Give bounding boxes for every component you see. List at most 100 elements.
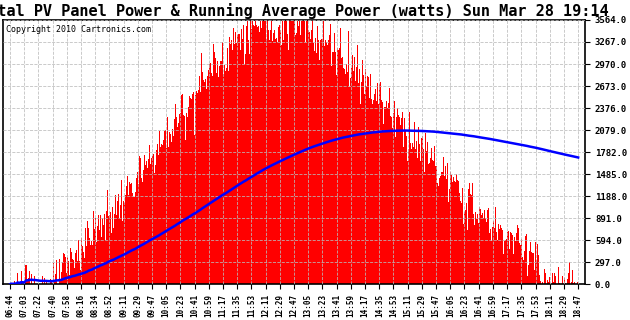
Bar: [332, 52, 333, 284]
Bar: [423, 149, 424, 284]
Bar: [309, 32, 310, 284]
Bar: [432, 160, 433, 284]
Bar: [334, 33, 335, 284]
Bar: [282, 20, 283, 284]
Bar: [425, 132, 426, 284]
Bar: [290, 20, 291, 284]
Bar: [209, 64, 210, 284]
Bar: [505, 238, 507, 284]
Bar: [34, 276, 35, 284]
Bar: [340, 28, 341, 284]
Bar: [345, 74, 346, 284]
Bar: [177, 127, 178, 284]
Bar: [293, 20, 294, 284]
Bar: [483, 218, 484, 284]
Bar: [132, 193, 133, 284]
Bar: [445, 165, 446, 284]
Bar: [336, 48, 338, 284]
Bar: [389, 88, 390, 284]
Bar: [206, 89, 207, 284]
Bar: [494, 228, 495, 284]
Bar: [491, 241, 492, 284]
Bar: [413, 138, 415, 284]
Bar: [222, 42, 223, 284]
Bar: [365, 69, 366, 284]
Bar: [100, 235, 101, 284]
Bar: [162, 145, 163, 284]
Bar: [348, 31, 349, 284]
Bar: [261, 28, 262, 284]
Bar: [108, 216, 109, 284]
Bar: [248, 40, 249, 284]
Bar: [447, 164, 448, 284]
Bar: [111, 233, 112, 284]
Bar: [171, 129, 173, 284]
Bar: [28, 278, 30, 284]
Bar: [253, 25, 254, 284]
Bar: [569, 261, 570, 284]
Bar: [186, 117, 188, 284]
Bar: [474, 225, 475, 284]
Bar: [564, 278, 565, 284]
Bar: [42, 276, 43, 284]
Bar: [567, 279, 568, 284]
Bar: [335, 52, 336, 284]
Bar: [482, 212, 483, 284]
Bar: [202, 72, 203, 284]
Bar: [449, 188, 450, 284]
Bar: [507, 232, 508, 284]
Title: Total PV Panel Power & Running Average Power (watts) Sun Mar 28 19:14: Total PV Panel Power & Running Average P…: [0, 3, 609, 19]
Bar: [387, 108, 388, 284]
Bar: [146, 161, 147, 284]
Bar: [215, 58, 216, 284]
Bar: [244, 54, 246, 284]
Bar: [514, 236, 515, 284]
Bar: [318, 40, 319, 284]
Bar: [140, 158, 141, 284]
Bar: [419, 144, 420, 284]
Bar: [50, 279, 51, 284]
Bar: [10, 283, 11, 284]
Bar: [396, 117, 398, 284]
Bar: [307, 20, 308, 284]
Bar: [527, 276, 529, 284]
Bar: [362, 60, 364, 284]
Bar: [424, 172, 425, 284]
Bar: [129, 182, 130, 284]
Bar: [401, 117, 402, 284]
Bar: [505, 240, 506, 284]
Bar: [217, 61, 218, 284]
Bar: [189, 96, 190, 284]
Bar: [477, 214, 478, 284]
Bar: [274, 30, 275, 284]
Bar: [338, 50, 339, 284]
Bar: [100, 215, 101, 284]
Bar: [173, 124, 175, 284]
Bar: [534, 270, 535, 284]
Bar: [478, 223, 479, 284]
Bar: [212, 76, 214, 284]
Bar: [128, 195, 129, 284]
Bar: [275, 38, 276, 284]
Bar: [279, 25, 280, 284]
Bar: [181, 94, 182, 284]
Bar: [302, 28, 304, 284]
Bar: [501, 228, 502, 284]
Bar: [415, 149, 416, 284]
Bar: [186, 113, 187, 284]
Bar: [473, 214, 474, 284]
Bar: [289, 20, 290, 284]
Bar: [92, 245, 93, 284]
Bar: [549, 277, 550, 284]
Bar: [310, 39, 311, 284]
Bar: [265, 20, 266, 284]
Bar: [256, 25, 257, 284]
Bar: [250, 20, 251, 284]
Bar: [538, 255, 539, 284]
Bar: [315, 37, 316, 284]
Bar: [200, 92, 201, 284]
Bar: [306, 20, 307, 284]
Bar: [535, 242, 536, 284]
Bar: [265, 39, 266, 284]
Bar: [66, 273, 67, 284]
